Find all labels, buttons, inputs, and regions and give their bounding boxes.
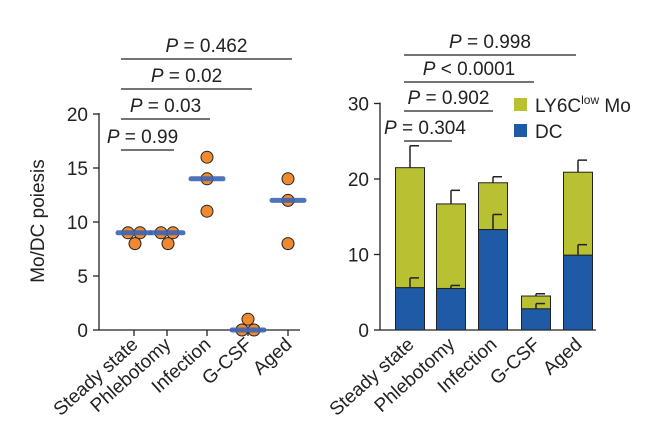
bar-segment-dc [436,287,466,331]
left-y-tick-label: 0 [77,321,88,342]
left-y-tick-label: 5 [77,267,88,288]
left-y-tick-label: 15 [67,159,88,180]
right-y-tick-label: 30 [348,95,369,116]
left-y-tick-label: 10 [67,213,88,234]
p-value-label: P < 0.0001 [423,59,515,80]
legend-swatch-dc [514,124,527,137]
right-y-tick-label: 10 [348,246,369,267]
bar-segment-dc [395,287,425,331]
left-x-tick-label: Aged [249,334,296,379]
p-value-label: P = 0.02 [151,66,222,87]
right-y-tick-label: 20 [348,170,369,191]
data-point [200,150,214,164]
data-point [241,312,255,326]
data-point [128,237,142,251]
bar-segment-dc [478,229,508,331]
right-x-tick-label: Aged [539,334,586,379]
bar-segment-mo [563,171,593,256]
bar-segment-mo [436,203,466,289]
data-point [281,237,295,251]
data-point [281,172,295,186]
right-x-tick-label: G-CSF [486,334,544,389]
right-y-tick-label: 0 [358,321,369,342]
p-value-label: P = 0.304 [384,118,466,139]
left-y-axis-title: Mo/DC poiesis [28,159,49,283]
p-value-label: P = 0.998 [449,32,531,53]
p-value-label: P = 0.902 [408,88,490,109]
legend-label-mo: LY6Clow Mo [535,93,631,117]
bar-segment-dc [521,308,551,331]
data-point [200,204,214,218]
p-value-label: P = 0.99 [107,127,178,148]
bar-segment-dc [563,254,593,331]
p-value-label: P = 0.03 [130,96,201,117]
p-value-label: P = 0.462 [166,36,248,57]
left-y-tick-label: 20 [67,105,88,126]
bar-segment-mo [395,167,425,289]
data-point [161,237,175,251]
legend-swatch-mo [514,98,527,111]
legend-label-dc: DC [535,122,562,143]
